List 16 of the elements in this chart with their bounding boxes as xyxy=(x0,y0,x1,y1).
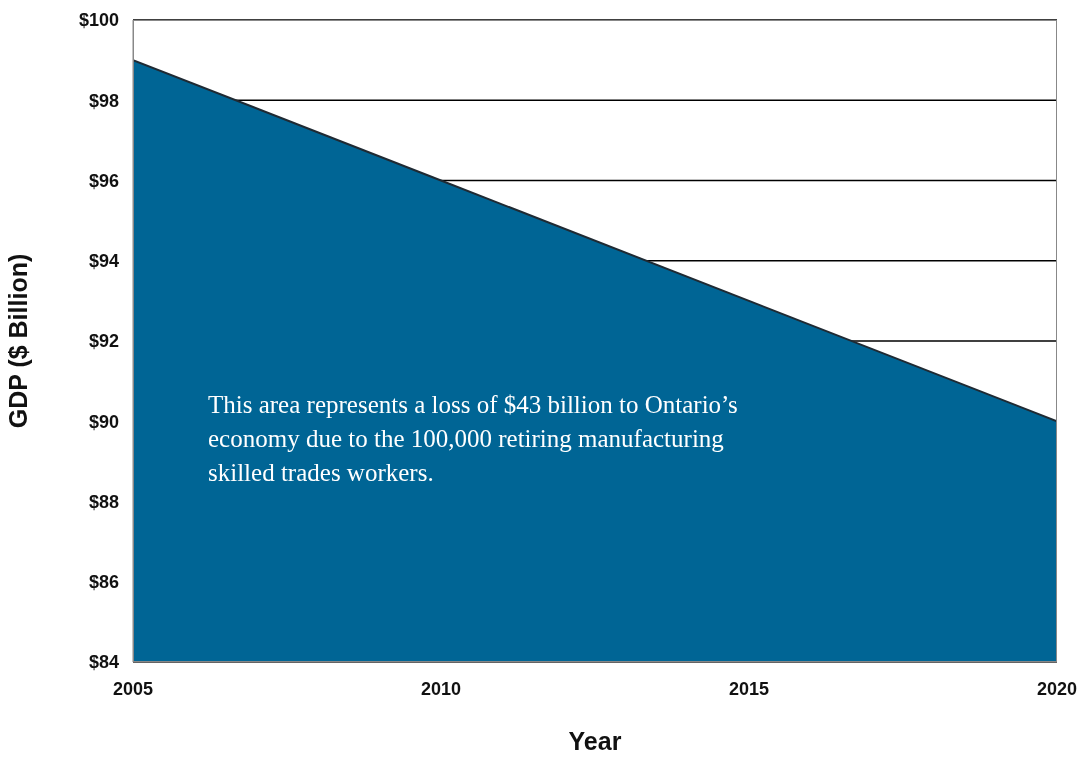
y-tick-label: $96 xyxy=(88,170,119,191)
annotation: This area represents a loss of $43 billion to Ontario’s economy due to the 100,000 retiring manufacturing skilled trades workers. xyxy=(208,390,739,488)
x-axis-title: Year xyxy=(568,727,622,755)
y-tick-label: $84 xyxy=(88,652,119,673)
y-tick-label: $98 xyxy=(88,90,119,111)
y-tick-label: $100 xyxy=(78,10,119,31)
x-tick-label: 2005 xyxy=(112,678,154,699)
y-tick-label: $90 xyxy=(88,411,119,432)
x-tick-label: 2020 xyxy=(1036,678,1078,699)
y-tick-label: $92 xyxy=(88,331,119,352)
y-tick-label: $86 xyxy=(88,572,119,593)
x-tick-label: 2015 xyxy=(728,678,770,699)
x-tick-label: 2010 xyxy=(420,678,462,699)
y-tick-label: $94 xyxy=(88,251,119,272)
y-axis-title: GDP ($ Billion) xyxy=(3,253,32,429)
y-tick-label: $88 xyxy=(88,491,119,512)
